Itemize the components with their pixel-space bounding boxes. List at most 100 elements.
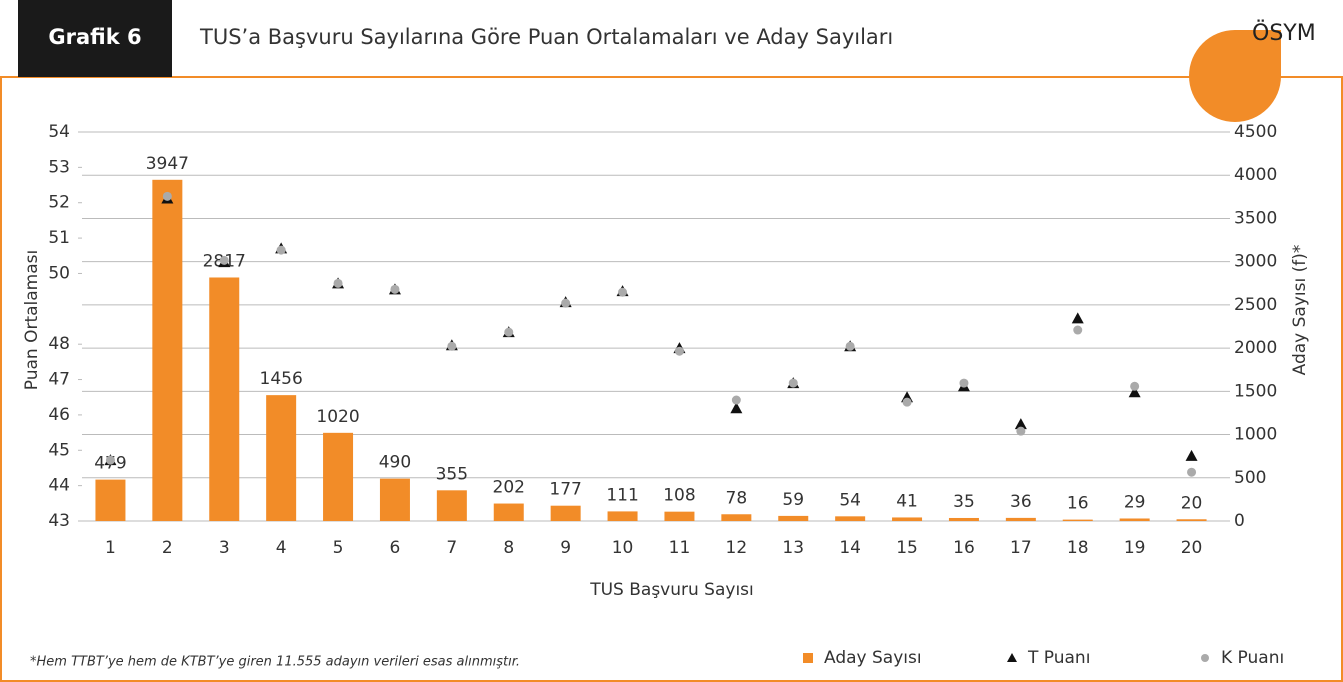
k-point: [845, 341, 855, 351]
value-label: 108: [663, 486, 695, 506]
t-point: [730, 402, 743, 414]
legend-swatch: [1007, 653, 1017, 662]
value-label: 3947: [146, 154, 189, 174]
k-point: [1187, 467, 1197, 477]
k-point: [447, 341, 457, 351]
x-tick-label: 14: [839, 538, 861, 558]
k-point: [276, 245, 286, 255]
value-label: 35: [953, 492, 975, 512]
value-label: 111: [606, 485, 638, 505]
chart-title: TUS’a Başvuru Sayılarına Göre Puan Ortal…: [199, 25, 893, 49]
x-tick-label: 5: [333, 538, 344, 558]
y2-tick-label: 4500: [1234, 122, 1277, 142]
x-tick-label: 6: [390, 538, 401, 558]
x-tick-label: 18: [1067, 538, 1089, 558]
y-tick-label: 44: [48, 476, 70, 496]
x-tick-label: 10: [612, 538, 634, 558]
x-tick-label: 9: [560, 538, 571, 558]
y-tick-label: 54: [48, 122, 70, 142]
y2-tick-label: 4000: [1234, 165, 1277, 185]
k-point: [219, 255, 229, 265]
y-tick-label: 51: [48, 228, 70, 248]
x-tick-label: 13: [782, 538, 804, 558]
x-axis-title: TUS Başvuru Sayısı: [589, 580, 754, 600]
k-point: [788, 378, 798, 388]
legend-swatch: [1201, 654, 1209, 662]
x-tick-label: 11: [669, 538, 691, 558]
k-point: [504, 327, 514, 337]
value-label: 16: [1067, 494, 1089, 514]
frame: [0, 76, 1343, 682]
bar: [1176, 519, 1207, 521]
bar: [209, 277, 240, 521]
y2-tick-label: 2500: [1234, 295, 1277, 315]
y2-tick-label: 3000: [1234, 252, 1277, 272]
value-label: 355: [436, 464, 468, 484]
bar: [493, 503, 524, 521]
x-tick-label: 15: [896, 538, 918, 558]
value-label: 1020: [316, 407, 359, 427]
x-tick-label: 12: [726, 538, 748, 558]
value-label: 29: [1124, 492, 1146, 512]
legend-swatch: [803, 653, 813, 663]
y-tick-label: 43: [48, 511, 70, 531]
k-point: [959, 378, 969, 388]
k-point: [731, 395, 741, 405]
k-point: [674, 346, 684, 356]
value-label: 20: [1181, 493, 1203, 513]
legend-label: Aday Sayısı: [824, 648, 922, 668]
value-label: 177: [549, 480, 581, 500]
t-point: [1185, 449, 1198, 461]
bar: [379, 478, 410, 521]
value-label: 1456: [260, 369, 303, 389]
y2-tick-label: 3500: [1234, 208, 1277, 228]
x-tick-label: 2: [162, 538, 173, 558]
bar: [721, 514, 752, 521]
k-point: [1073, 325, 1083, 335]
x-tick-label: 20: [1181, 538, 1203, 558]
y2-tick-label: 1500: [1234, 381, 1277, 401]
y-tick-label: 46: [48, 405, 70, 425]
bar: [948, 517, 979, 521]
bar: [835, 516, 866, 521]
x-tick-label: 17: [1010, 538, 1032, 558]
bar: [1005, 517, 1036, 521]
y-tick-label: 52: [48, 193, 70, 213]
k-point: [390, 284, 400, 294]
x-tick-label: 8: [503, 538, 514, 558]
k-point: [105, 455, 115, 465]
logo: ÖSYM: [1252, 20, 1316, 46]
bar: [607, 511, 638, 521]
k-point: [902, 397, 912, 407]
footnote: *Hem TTBT’ye hem de KTBT’ye giren 11.555…: [30, 655, 520, 670]
bar: [152, 179, 183, 521]
bar: [550, 505, 581, 521]
bar: [1119, 518, 1150, 521]
y2-tick-label: 500: [1234, 468, 1266, 488]
k-point: [1130, 381, 1140, 391]
legend-label: K Puanı: [1221, 648, 1284, 668]
x-tick-label: 19: [1124, 538, 1146, 558]
value-label: 41: [896, 491, 918, 511]
bar: [892, 517, 923, 521]
value-label: 78: [726, 488, 748, 508]
value-label: 490: [379, 453, 411, 473]
y2-tick-label: 2000: [1234, 338, 1277, 358]
bar: [664, 511, 695, 521]
bar: [778, 515, 809, 521]
y2-axis-title: Aday Sayısı (f)*: [1290, 245, 1310, 376]
k-point: [162, 191, 172, 201]
chart-label: Grafik 6: [48, 25, 141, 49]
t-point: [1071, 312, 1084, 324]
k-point: [618, 287, 628, 297]
x-tick-label: 7: [446, 538, 457, 558]
k-point: [561, 298, 571, 308]
value-label: 202: [493, 478, 525, 498]
y2-tick-label: 1000: [1234, 425, 1277, 445]
x-tick-label: 1: [105, 538, 116, 558]
bar: [323, 432, 354, 521]
y-tick-label: 45: [48, 440, 70, 460]
t-point: [1014, 418, 1027, 430]
x-tick-label: 4: [276, 538, 287, 558]
